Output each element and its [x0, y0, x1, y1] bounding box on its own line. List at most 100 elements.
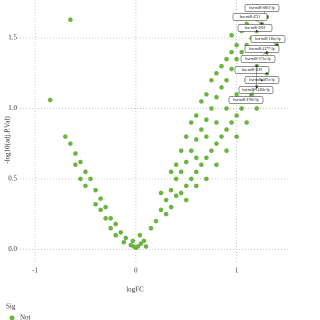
point: [118, 230, 124, 235]
annotation: hsa-miR-146a-3p: [255, 37, 280, 41]
point: [224, 56, 229, 62]
point: [173, 162, 179, 168]
point: [123, 235, 129, 241]
annotation: hsa-miR-1246b-3p: [242, 88, 269, 92]
point: [194, 183, 199, 189]
annotation-point: [265, 72, 268, 75]
point: [234, 92, 239, 97]
point: [214, 94, 219, 100]
point: [239, 49, 244, 55]
point: [204, 155, 209, 161]
point: [254, 106, 260, 111]
annotation-box: [234, 66, 270, 74]
point: [219, 85, 224, 90]
point: [168, 204, 174, 210]
point: [88, 176, 93, 182]
point: [194, 113, 199, 118]
point: [214, 141, 219, 146]
point: [224, 127, 229, 132]
point: [113, 221, 119, 227]
annotation-box: [244, 4, 280, 12]
annotation-point: [255, 86, 258, 89]
legend-title: Sig: [6, 303, 16, 311]
point: [209, 148, 214, 154]
point: [173, 193, 179, 199]
point: [93, 201, 98, 207]
point: [214, 162, 219, 168]
point: [68, 141, 73, 146]
annotation-box: [240, 55, 276, 63]
point: [234, 113, 239, 118]
annotation: hsa-miR-3185: [242, 68, 263, 72]
annotation: hsa-miR-4766-5p: [233, 98, 259, 102]
annotation-leader: [255, 66, 257, 91]
point: [158, 207, 164, 213]
point: [168, 169, 174, 175]
point: [204, 92, 209, 97]
point: [204, 134, 209, 139]
point: [188, 120, 194, 125]
annotation-box: [250, 35, 286, 43]
point: [108, 225, 113, 231]
point: [63, 134, 68, 139]
point: [103, 216, 108, 221]
point: [108, 216, 113, 221]
annotation-point: [260, 79, 263, 82]
x-axis-label: logFC: [126, 286, 144, 294]
point: [121, 239, 127, 245]
annotation: hsa-miR-6803-3p: [249, 6, 275, 10]
point: [214, 120, 219, 125]
point: [153, 218, 159, 224]
point: [224, 148, 229, 154]
point: [173, 176, 179, 182]
point: [163, 211, 169, 217]
point: [234, 56, 239, 62]
point: [143, 244, 149, 249]
y-tick-label: 1.5: [8, 34, 17, 42]
annotation-point: [265, 51, 268, 54]
point: [113, 232, 119, 238]
y-tick-label: 0.5: [8, 175, 17, 183]
point: [199, 127, 204, 132]
legend-label: Not: [20, 314, 31, 320]
point: [83, 169, 88, 175]
y-tick-label: 1.0: [8, 104, 17, 112]
annotation-box: [228, 96, 264, 104]
point: [130, 238, 136, 244]
point: [98, 207, 103, 213]
point: [73, 162, 78, 168]
annotation-box: [238, 86, 274, 94]
point: [199, 99, 204, 104]
annotation-box: [244, 45, 280, 53]
point: [168, 187, 174, 193]
x-tick-label: -1: [32, 267, 38, 275]
point: [137, 232, 143, 238]
point: [98, 196, 103, 201]
point: [141, 238, 147, 244]
point: [209, 77, 214, 83]
point: [183, 159, 189, 165]
x-tick-label: 1: [235, 267, 239, 275]
point: [204, 117, 209, 123]
point: [234, 134, 239, 139]
point: [188, 176, 194, 182]
annotation: hsa-miR-371a-3p: [245, 57, 270, 61]
annotation: hsa-miR-3918: [245, 26, 266, 30]
point: [183, 197, 189, 203]
annotation-box: [232, 13, 268, 21]
point: [219, 134, 224, 139]
point: [199, 162, 204, 168]
annotation: hsa-miR-4721: [240, 15, 261, 19]
point: [229, 49, 234, 55]
point: [163, 197, 169, 203]
point: [194, 169, 199, 175]
point: [93, 187, 98, 193]
y-axis-label: -log10(adj.P.Val): [4, 116, 12, 164]
point: [224, 106, 229, 111]
point: [224, 77, 229, 83]
annotation: hsa-miR-2277-3p: [249, 47, 275, 51]
point: [204, 176, 209, 182]
point: [239, 106, 244, 111]
